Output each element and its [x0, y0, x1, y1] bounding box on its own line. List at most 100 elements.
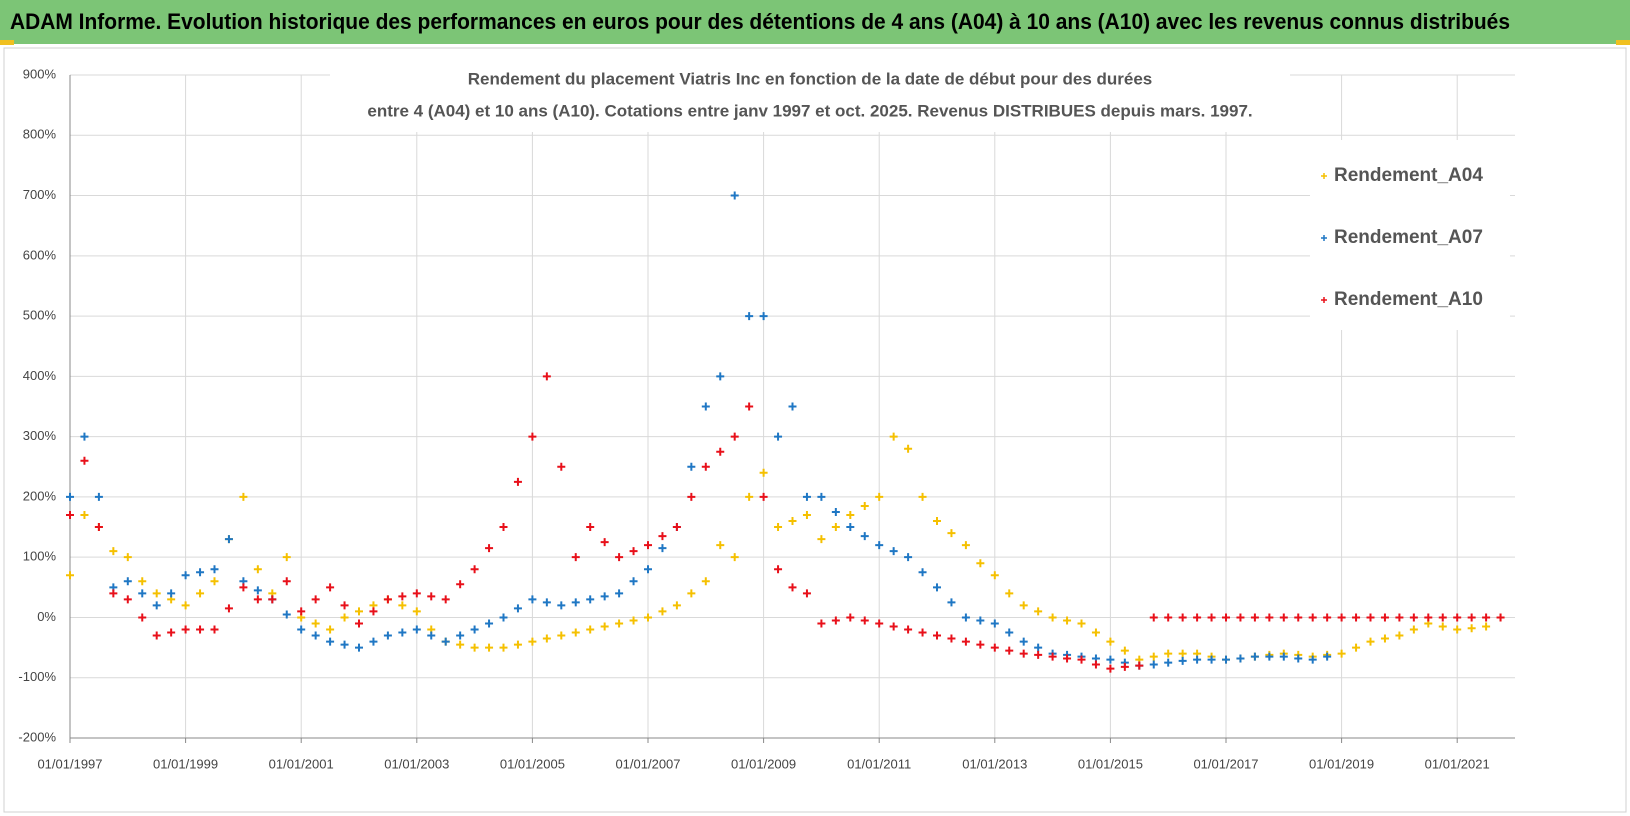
y-tick-label: 600% [23, 247, 57, 262]
point [1366, 637, 1375, 646]
point [470, 625, 479, 634]
point [1496, 613, 1505, 622]
point [80, 432, 89, 441]
point [369, 607, 378, 616]
point [904, 625, 913, 634]
point [1106, 655, 1115, 664]
point [1323, 652, 1332, 661]
chart-title: entre 4 (A04) et 10 ans (A10). Cotations… [367, 101, 1252, 120]
point [239, 492, 248, 501]
point [528, 595, 537, 604]
legend-box [1310, 140, 1510, 330]
point [557, 631, 566, 640]
point [990, 619, 999, 628]
point [1019, 637, 1028, 646]
point [1077, 655, 1086, 664]
point [644, 613, 652, 622]
point [1149, 613, 1158, 622]
legend-label: Rendement_A04 [1334, 165, 1483, 186]
point [66, 510, 74, 519]
point [889, 622, 898, 631]
point [600, 538, 609, 547]
point [918, 568, 927, 577]
point [123, 577, 132, 586]
point [586, 625, 595, 634]
point [759, 312, 768, 321]
point [66, 492, 74, 501]
point [1395, 613, 1404, 622]
point [1294, 654, 1303, 663]
x-tick-label: 01/01/2005 [500, 756, 565, 771]
point [831, 507, 840, 516]
point [340, 613, 349, 622]
x-tick-label: 01/01/1999 [153, 756, 218, 771]
point [1279, 652, 1288, 661]
legend-marker [1321, 297, 1327, 303]
point [326, 625, 335, 634]
point [1063, 654, 1072, 663]
point [976, 559, 985, 568]
point [716, 541, 725, 550]
corner [0, 40, 14, 45]
point [817, 535, 826, 544]
point [412, 625, 421, 634]
point [340, 640, 349, 649]
point [586, 523, 595, 532]
point [889, 547, 898, 556]
point [326, 583, 335, 592]
point [181, 625, 190, 634]
point [311, 595, 320, 604]
x-tick-label: 01/01/2003 [384, 756, 449, 771]
point [123, 553, 132, 562]
point [1337, 649, 1346, 658]
y-tick-label: 700% [23, 187, 57, 202]
point [615, 619, 624, 628]
point [253, 586, 262, 595]
point [1265, 652, 1274, 661]
point [904, 444, 913, 453]
point [1409, 613, 1418, 622]
point [499, 613, 508, 622]
point [456, 631, 465, 640]
point [1279, 613, 1288, 622]
point [961, 637, 970, 646]
point [282, 553, 291, 562]
point [1048, 613, 1057, 622]
point [1005, 589, 1014, 598]
point [1308, 655, 1317, 664]
point [1178, 649, 1187, 658]
point [730, 553, 739, 562]
point [1149, 652, 1158, 661]
point [571, 598, 580, 607]
x-tick-label: 01/01/2009 [731, 756, 796, 771]
point [152, 631, 161, 640]
point [1222, 613, 1230, 622]
x-tick-label: 01/01/2017 [1193, 756, 1258, 771]
point [1019, 649, 1028, 658]
point [297, 625, 306, 634]
point [1193, 613, 1202, 622]
point [1178, 613, 1187, 622]
point [990, 643, 999, 652]
point [311, 619, 320, 628]
point [513, 604, 522, 613]
point [239, 583, 248, 592]
point [875, 619, 884, 628]
point [1323, 613, 1332, 622]
point [1178, 656, 1187, 665]
point [398, 592, 407, 601]
point [1034, 643, 1043, 652]
point [456, 640, 465, 649]
point [1034, 650, 1043, 659]
point [1424, 613, 1433, 622]
point [1048, 652, 1057, 661]
point [167, 628, 176, 637]
corner [1616, 40, 1630, 45]
point [600, 592, 609, 601]
point [918, 628, 927, 637]
point [759, 468, 768, 477]
point [774, 432, 783, 441]
point [788, 517, 797, 526]
y-tick-label: 500% [23, 308, 57, 323]
x-tick-label: 01/01/2019 [1309, 756, 1374, 771]
